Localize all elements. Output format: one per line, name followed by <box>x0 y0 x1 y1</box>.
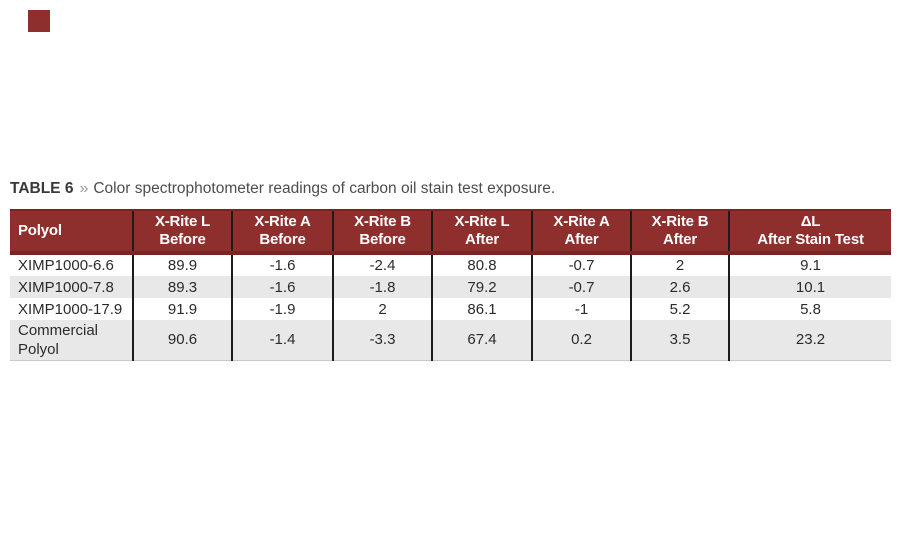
header-text: After <box>662 231 697 248</box>
header-text: ΔL <box>800 213 821 230</box>
cell-value: -3.3 <box>332 320 432 361</box>
cell-value: 79.2 <box>431 276 532 298</box>
table-caption: TABLE 6 » Color spectrophotometer readings… <box>10 179 555 199</box>
header-cell-xrite-l-before: X-Rite L Before <box>132 209 232 255</box>
cell-value: 2 <box>630 253 729 276</box>
cell-value: 90.6 <box>132 320 232 361</box>
cell-value: -1.4 <box>231 320 333 361</box>
cell-polyol: XIMP1000-7.8 <box>10 276 133 298</box>
table-row: Commercial Polyol 90.6 -1.4 -3.3 67.4 0.… <box>10 320 891 361</box>
decorative-red-square <box>28 10 50 32</box>
cell-value: -1.6 <box>231 253 333 276</box>
cell-value: 3.5 <box>630 320 729 361</box>
cell-value: -1.9 <box>231 298 333 320</box>
cell-value: 86.1 <box>431 298 532 320</box>
header-cell-delta-l: ΔL After Stain Test <box>728 209 891 255</box>
cell-polyol: Commercial Polyol <box>10 320 133 361</box>
cell-polyol: XIMP1000-17.9 <box>18 300 123 318</box>
header-text: Polyol <box>18 222 62 239</box>
header-cell-xrite-l-after: X-Rite L After <box>431 209 532 255</box>
header-text: Before <box>259 231 306 248</box>
header-text: Before <box>159 231 206 248</box>
cell-polyol: XIMP1000-6.6 <box>18 257 114 274</box>
header-text: X-Rite B <box>651 213 709 230</box>
cell-value: 80.8 <box>431 253 532 276</box>
header-cell-xrite-b-after: X-Rite B After <box>630 209 729 255</box>
header-text: After <box>464 231 499 248</box>
cell-value: -1.8 <box>332 276 432 298</box>
table-row: XIMP1000-17.9 91.9 -1.9 2 86.1 -1 5.2 5.… <box>10 298 891 320</box>
cell-value: 2.6 <box>630 276 729 298</box>
header-text: X-Rite B <box>354 213 411 230</box>
table-row: XIMP1000-6.6 89.9 -1.6 -2.4 80.8 -0.7 2 … <box>10 253 891 276</box>
header-text: X-Rite A <box>254 213 311 230</box>
caption-chevron-icon: » <box>79 180 89 197</box>
cell-value: -0.7 <box>531 253 631 276</box>
cell-value: 89.3 <box>132 276 232 298</box>
cell-value: 9.1 <box>728 253 891 276</box>
cell-value: 23.2 <box>728 320 891 361</box>
cell-value: 2 <box>332 298 432 320</box>
cell-value: 5.8 <box>728 298 891 320</box>
header-text: Before <box>359 231 406 248</box>
header-text: X-Rite A <box>553 213 610 230</box>
header-text: X-Rite L <box>454 213 510 230</box>
header-text: After Stain Test <box>757 231 864 248</box>
header-text: After <box>564 231 599 248</box>
cell-value: 91.9 <box>132 298 232 320</box>
table-header-row: Polyol X-Rite L Before X-Rite A Before X-R… <box>10 209 891 255</box>
header-text: X-Rite L <box>154 213 211 230</box>
color-readings-table: Polyol X-Rite L Before X-Rite A Before X-R… <box>10 209 891 361</box>
cell-value: -0.7 <box>531 276 631 298</box>
table-row: XIMP1000-7.8 89.3 -1.6 -1.8 79.2 -0.7 2.… <box>10 276 891 298</box>
cell-value: -2.4 <box>332 253 432 276</box>
cell-value: 5.2 <box>630 298 729 320</box>
cell-value: 10.1 <box>728 276 891 298</box>
header-cell-polyol: Polyol <box>10 209 133 255</box>
header-cell-xrite-a-before: X-Rite A Before <box>231 209 333 255</box>
cell-value: 67.4 <box>431 320 532 361</box>
cell-value: 89.9 <box>132 253 232 276</box>
cell-value: -1 <box>531 298 631 320</box>
header-cell-xrite-b-before: X-Rite B Before <box>332 209 432 255</box>
cell-value: -1.6 <box>231 276 333 298</box>
cell-value: 0.2 <box>531 320 631 361</box>
header-cell-xrite-a-after: X-Rite A After <box>531 209 631 255</box>
table-caption-label: TABLE 6 <box>10 180 74 197</box>
table-caption-text: Color spectrophotometer readings of carb… <box>93 180 556 197</box>
